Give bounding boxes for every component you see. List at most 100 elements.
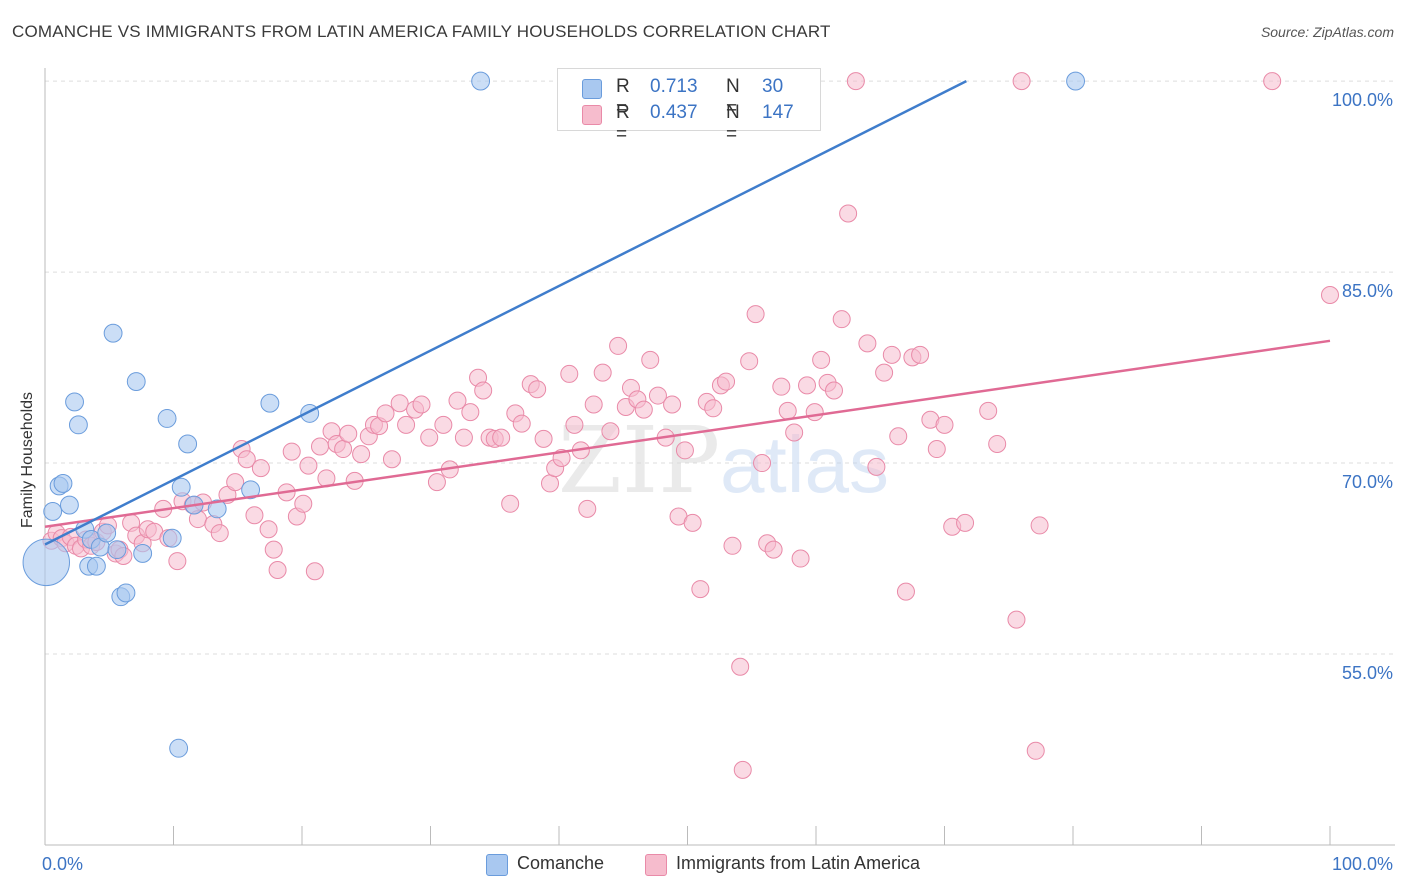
immigrants-point: [675, 441, 694, 460]
immigrants-point: [420, 428, 439, 447]
series-comanche-points: [22, 71, 1085, 758]
comanche-point: [162, 528, 182, 548]
comanche-point: [260, 393, 280, 413]
stats-legend: R = 0.713 N = 30 R = 0.437 N = 147: [557, 68, 821, 145]
comanche-point: [43, 502, 63, 521]
legend-label: Immigrants from Latin America: [676, 853, 921, 873]
immigrants-point: [979, 401, 998, 420]
immigrants-point: [704, 399, 723, 418]
x-tick-label: 0.0%: [42, 854, 83, 874]
comanche-point: [107, 540, 127, 560]
n-value: 30: [762, 76, 784, 97]
immigrants-point: [846, 72, 865, 91]
y-tick-label: 100.0%: [1332, 90, 1393, 110]
series-immigrants-points: [42, 72, 1339, 779]
immigrants-point: [461, 403, 480, 422]
chart-title: COMANCHE VS IMMIGRANTS FROM LATIN AMERIC…: [12, 22, 831, 41]
watermark-atlas: atlas: [720, 420, 889, 509]
immigrants-point: [740, 352, 759, 371]
immigrants-point: [875, 363, 894, 382]
comanche-point: [59, 495, 79, 515]
immigrants-point: [541, 474, 560, 493]
trend-lines: [44, 79, 1331, 546]
immigrants-point: [824, 381, 843, 400]
immigrants-point: [294, 494, 313, 513]
immigrants-point: [565, 415, 584, 434]
immigrants-point: [1026, 741, 1045, 760]
r-value: 0.437: [650, 102, 698, 123]
r-value: 0.713: [650, 76, 698, 97]
immigrants-point: [259, 520, 278, 539]
r-label: R =: [616, 102, 630, 145]
watermark: ZIP atlas: [558, 407, 889, 514]
immigrants-point: [663, 395, 682, 414]
axes: [44, 68, 1395, 846]
r-label: R =: [616, 76, 630, 119]
immigrants-point: [956, 513, 975, 532]
immigrants-point: [339, 424, 358, 443]
immigrants-point: [896, 582, 915, 601]
comanche-swatch: [582, 79, 602, 99]
watermark-zip: ZIP: [558, 407, 720, 514]
immigrants-point: [858, 334, 877, 353]
immigrants-point: [412, 395, 431, 414]
immigrants-point: [839, 204, 858, 223]
comanche-point: [178, 434, 198, 454]
n-label: N =: [726, 102, 740, 145]
immigrants-point: [382, 450, 401, 469]
comanche-point: [171, 477, 191, 497]
immigrants-point: [528, 380, 547, 399]
immigrants-point: [889, 427, 908, 446]
immigrants-legend-swatch: [645, 854, 667, 876]
immigrants-point: [641, 350, 660, 369]
immigrants-point: [210, 524, 229, 543]
immigrants-point: [268, 560, 287, 579]
comanche-point: [133, 544, 153, 563]
comanche-point: [116, 583, 136, 603]
immigrants-point: [717, 372, 736, 391]
immigrants-point: [593, 363, 612, 382]
immigrants-point: [867, 457, 886, 476]
immigrants-trend-line: [44, 339, 1331, 528]
immigrants-point: [1012, 72, 1031, 91]
immigrants-point: [390, 394, 409, 413]
immigrants-point: [805, 403, 824, 422]
immigrants-point: [305, 562, 324, 581]
comanche-point: [103, 323, 123, 343]
immigrants-point: [427, 473, 446, 492]
immigrants-point: [264, 540, 283, 559]
immigrants-point: [882, 345, 901, 364]
immigrants-point: [310, 437, 329, 456]
immigrants-point: [501, 494, 520, 513]
x-tick-label: 100.0%: [1332, 854, 1393, 874]
immigrants-point: [448, 391, 467, 410]
immigrants-point: [798, 376, 817, 395]
comanche-trend-line: [44, 79, 967, 546]
immigrants-point: [245, 506, 264, 525]
immigrants-point: [723, 536, 742, 555]
immigrants-point: [911, 345, 930, 364]
immigrants-point: [778, 401, 797, 420]
immigrants-point: [683, 513, 702, 532]
comanche-point: [169, 738, 189, 758]
n-label: N =: [726, 76, 740, 119]
immigrants-point: [609, 336, 628, 355]
legend-label: Comanche: [517, 853, 605, 873]
comanche-point: [157, 409, 177, 428]
immigrants-point: [237, 450, 256, 469]
immigrants-point: [691, 580, 710, 599]
n-value: 147: [762, 102, 794, 123]
immigrants-point: [584, 395, 603, 414]
comanche-point: [22, 538, 70, 587]
series-legend: Comanche Immigrants from Latin America: [0, 852, 1406, 878]
immigrants-point: [927, 440, 946, 459]
immigrants-point: [753, 454, 772, 473]
immigrants-point: [812, 350, 831, 369]
immigrants-point: [474, 381, 493, 400]
immigrants-point: [601, 422, 620, 441]
y-tick-label: 55.0%: [1342, 663, 1393, 683]
comanche-point: [68, 415, 88, 435]
immigrants-point: [251, 459, 270, 478]
immigrants-point: [352, 445, 371, 464]
immigrants-point: [454, 428, 473, 447]
